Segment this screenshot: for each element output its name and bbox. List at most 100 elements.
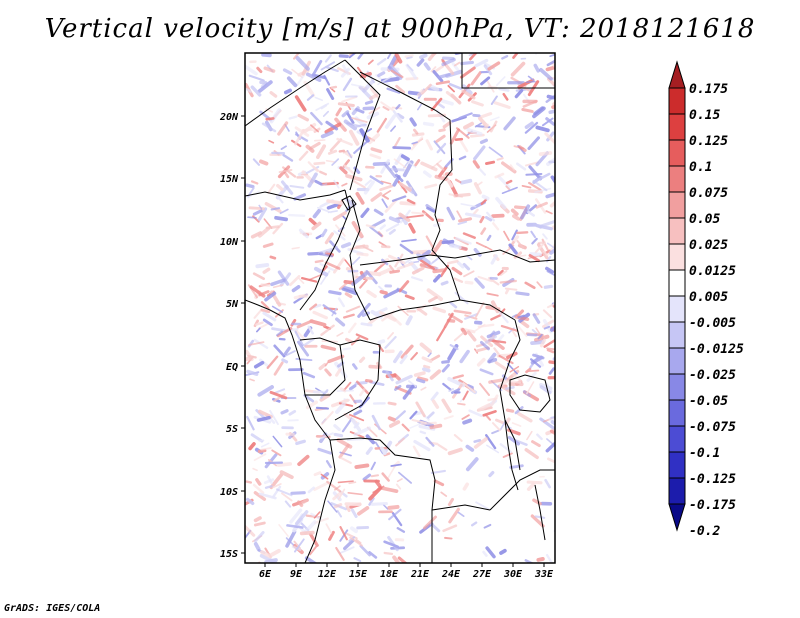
field-streak [484, 334, 497, 344]
field-streak [313, 471, 322, 477]
field-streak [368, 497, 375, 506]
field-streak [433, 274, 442, 283]
field-streak [291, 246, 300, 250]
field-streak [398, 212, 411, 222]
field-streak [312, 208, 321, 219]
field-streak [440, 280, 449, 286]
field-streak [417, 376, 429, 382]
field-streak [471, 521, 478, 527]
border-chad-libya [359, 71, 453, 171]
field-streak [512, 373, 522, 382]
field-streak [471, 100, 484, 107]
field-streak [362, 106, 375, 111]
field-streak [273, 388, 286, 395]
field-streak [370, 501, 388, 506]
field-streak [335, 402, 346, 414]
field-streak [398, 280, 410, 293]
field-streak [490, 95, 498, 105]
lon-label: 18E [380, 569, 399, 580]
field-streak [365, 224, 376, 229]
field-streak [291, 68, 303, 79]
field-streak [281, 492, 293, 502]
field-streak [462, 390, 469, 401]
field-streak [269, 409, 279, 426]
field-streak [526, 480, 543, 485]
field-streak [303, 337, 315, 347]
field-streak [325, 65, 339, 73]
field-streak [541, 117, 554, 127]
field-streak [365, 446, 373, 455]
field-streak [447, 84, 456, 93]
colorbar-swatch [668, 217, 686, 245]
field-streak [537, 333, 543, 340]
field-streak [535, 327, 542, 336]
field-streak [367, 59, 374, 65]
field-streak [495, 196, 507, 210]
field-streak [339, 166, 348, 175]
field-streak [295, 439, 306, 446]
field-streak [533, 63, 540, 73]
field-streak [377, 339, 386, 345]
field-streak [262, 242, 274, 248]
coast-west [245, 299, 331, 441]
field-streak [477, 403, 491, 412]
lat-label: 5S [226, 424, 238, 435]
field-streak [497, 175, 511, 189]
border-nigeria-cameroon [299, 189, 351, 311]
field-streak [355, 191, 365, 205]
field-streak [496, 76, 506, 86]
field-streak [453, 277, 464, 283]
field-streak [509, 464, 524, 469]
field-streak [369, 380, 385, 386]
field-streak [341, 287, 358, 296]
field-streak [260, 283, 271, 287]
colorbar-label: 0.0125 [689, 264, 736, 279]
field-streak [410, 351, 418, 361]
field-streak [535, 223, 553, 231]
border-angola-west [304, 439, 336, 563]
field-streak [335, 224, 346, 237]
field-streak [341, 110, 350, 118]
lat-label: 5N [226, 299, 239, 310]
field-streak [435, 134, 446, 143]
field-streak [263, 66, 276, 73]
field-streak [534, 515, 546, 519]
colorbar-label: 0.025 [689, 238, 728, 253]
velocity-field [245, 53, 555, 563]
field-streak [288, 115, 298, 120]
field-streak [248, 74, 265, 82]
field-streak [537, 241, 545, 245]
field-streak [411, 141, 418, 145]
colorbar-label: -0.125 [689, 472, 736, 487]
field-streak [282, 350, 296, 358]
field-streak [269, 91, 278, 98]
field-streak [392, 174, 401, 187]
field-streak [267, 183, 276, 194]
field-streak [324, 54, 332, 63]
field-streak [486, 292, 499, 297]
field-streak [462, 232, 476, 239]
colorbar-swatch [668, 347, 686, 375]
field-streak [262, 318, 273, 327]
lat-label: 20N [219, 112, 239, 123]
field-streak [428, 295, 438, 303]
field-streak [425, 436, 435, 447]
field-streak [253, 338, 269, 349]
field-streak [501, 186, 518, 195]
field-streak [446, 206, 456, 221]
field-streak [319, 262, 336, 272]
field-streak [297, 340, 310, 357]
field-streak [510, 61, 526, 77]
field-streak [354, 463, 370, 469]
field-streak [392, 555, 401, 563]
field-streak [324, 368, 332, 377]
border-congo-drc [334, 339, 381, 421]
field-streak [392, 146, 412, 150]
field-streak [410, 276, 424, 282]
field-streak [362, 473, 372, 481]
field-streak [462, 482, 470, 491]
field-streak [497, 269, 504, 276]
field-streak [445, 90, 461, 104]
field-streak [487, 61, 501, 71]
field-streak [416, 252, 431, 265]
